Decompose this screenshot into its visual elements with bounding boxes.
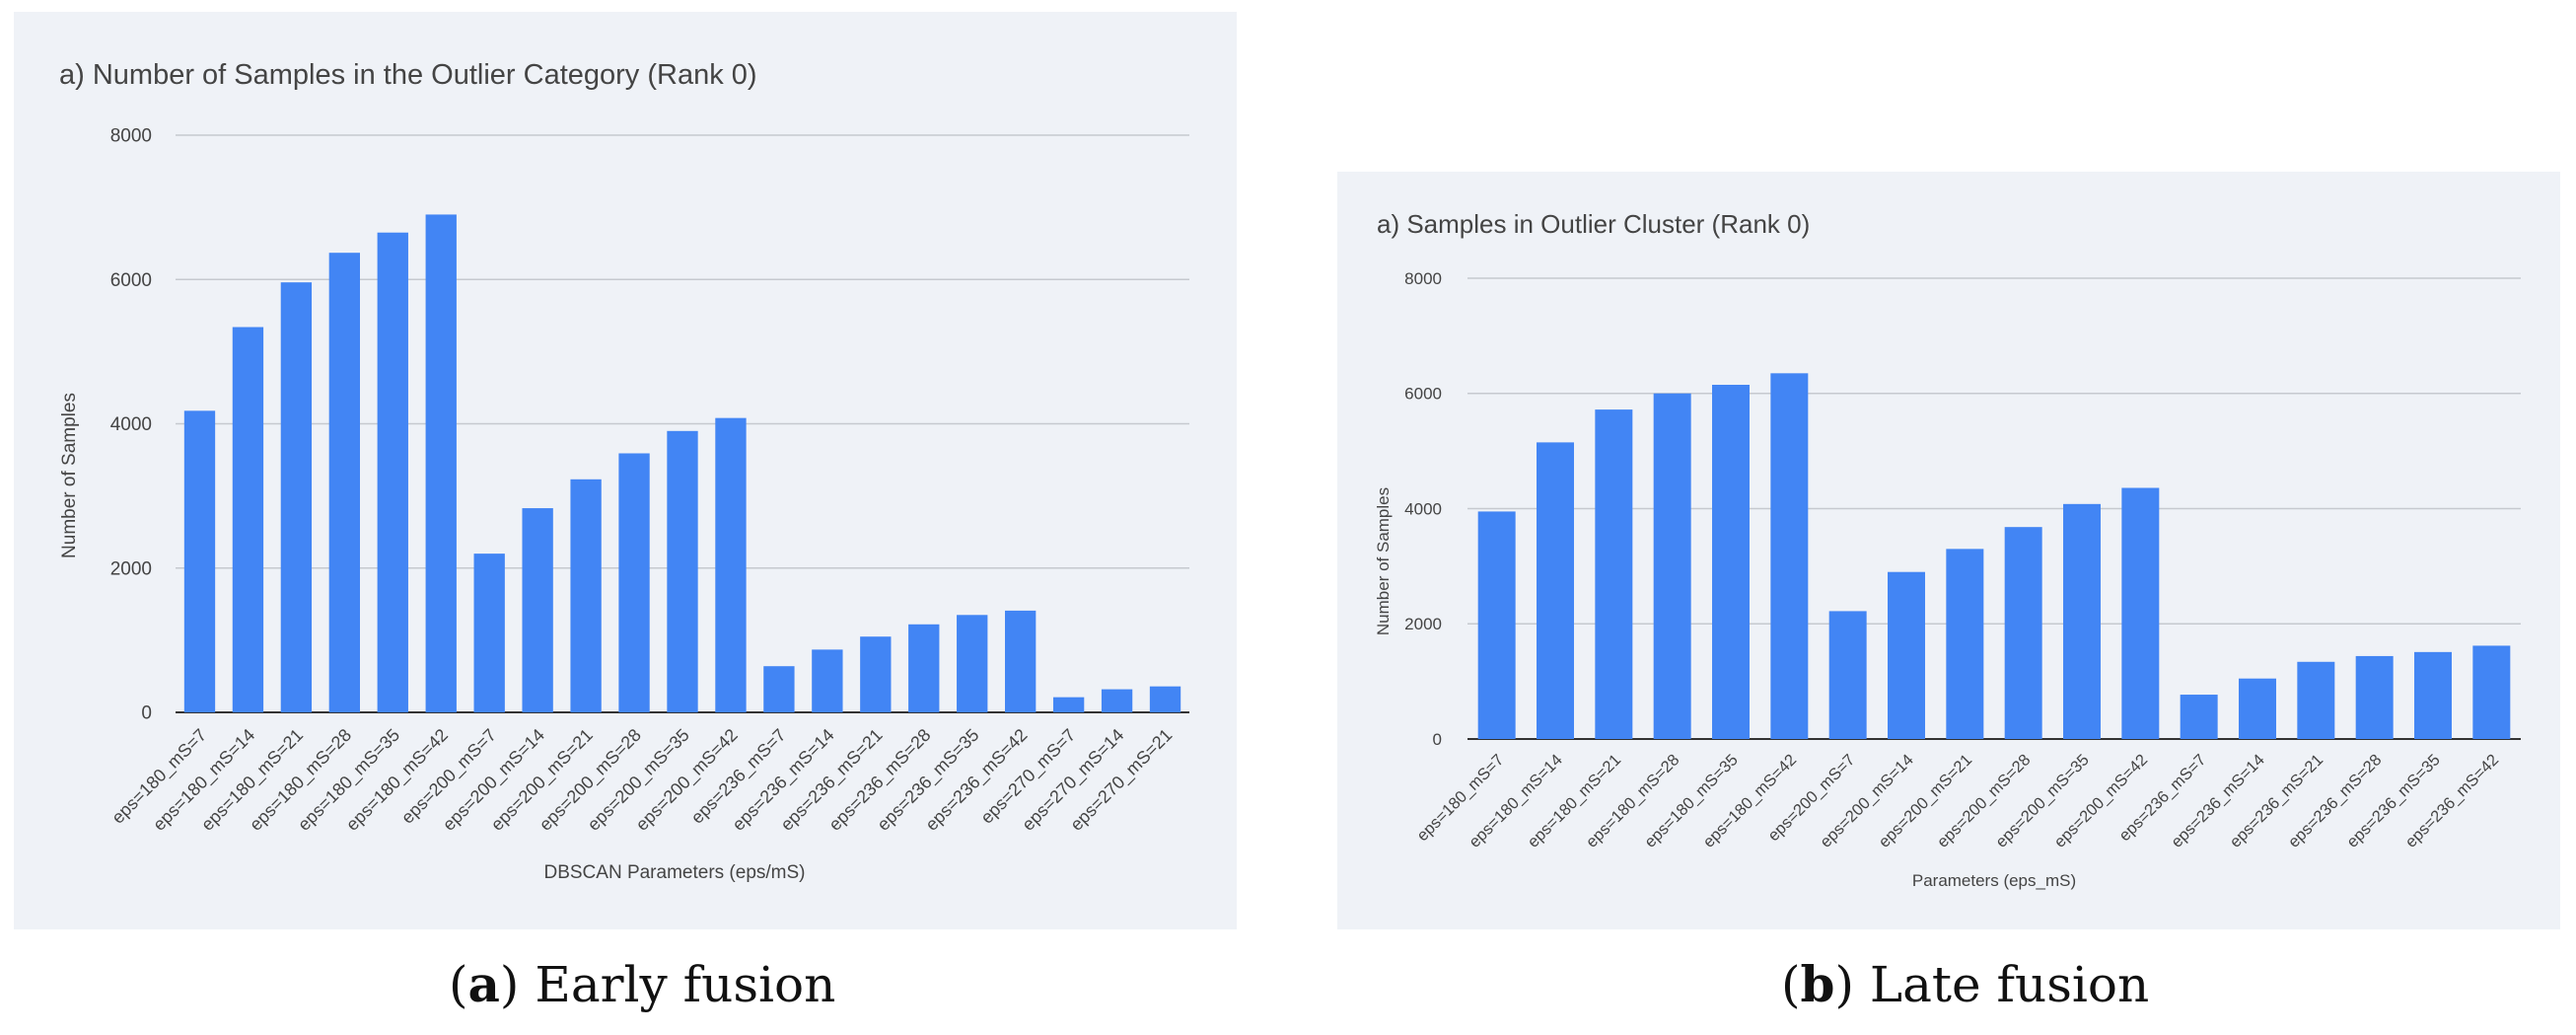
bar-eps=236_mS=21 (860, 636, 892, 712)
bar-eps=180_mS=14 (232, 327, 264, 712)
bar-eps=180_mS=35 (1712, 384, 1750, 739)
bar-eps=200_mS=7 (1828, 611, 1867, 739)
bar-chart-early-fusion: 02000400060008000eps=180_mS=7eps=180_mS=… (59, 126, 1189, 883)
bar-eps=180_mS=42 (1770, 373, 1809, 739)
y-tick-label: 6000 (1404, 385, 1442, 404)
bar-eps=180_mS=7 (183, 410, 216, 712)
bar-eps=200_mS=35 (2063, 503, 2101, 739)
bar-eps=180_mS=42 (425, 214, 457, 712)
y-tick-label: 4000 (110, 414, 152, 435)
y-tick-label: 2000 (1404, 615, 1442, 633)
bar-eps=236_mS=35 (2414, 651, 2452, 739)
bar-eps=200_mS=21 (1946, 549, 1984, 739)
bar-eps=200_mS=14 (1888, 571, 1925, 739)
y-tick-label: 2000 (110, 558, 152, 579)
y-axis-title: Number of Samples (1374, 487, 1393, 635)
bar-eps=236_mS=7 (763, 666, 795, 712)
y-tick-label: 0 (141, 703, 152, 724)
bar-eps=236_mS=28 (908, 624, 940, 712)
bar-eps=180_mS=28 (1653, 393, 1691, 739)
y-tick-label: 0 (1433, 730, 1442, 749)
bar-eps=236_mS=14 (2239, 678, 2276, 739)
bar-eps=200_mS=21 (570, 479, 602, 712)
y-tick-label: 8000 (110, 126, 152, 147)
caption-letter: a (467, 955, 500, 1013)
caption-late-fusion: (b) Late fusion (1781, 955, 2150, 1013)
bar-eps=200_mS=35 (667, 430, 698, 712)
x-axis-title: Parameters (eps_mS) (1912, 871, 2076, 890)
caption-text: Early fusion (535, 956, 836, 1013)
bar-eps=236_mS=7 (2180, 695, 2218, 739)
bar-eps=200_mS=7 (473, 554, 505, 712)
bar-eps=236_mS=35 (957, 615, 988, 712)
bar-eps=180_mS=14 (1537, 442, 1574, 739)
bar-eps=180_mS=35 (377, 232, 408, 712)
y-tick-label: 4000 (1404, 499, 1442, 518)
caption-early-fusion: (a) Early fusion (449, 955, 836, 1013)
y-axis-title: Number of Samples (59, 393, 80, 558)
bar-eps=200_mS=14 (522, 508, 553, 712)
bar-eps=270_mS=21 (1149, 686, 1181, 712)
bar-eps=270_mS=7 (1052, 697, 1085, 712)
bar-eps=236_mS=28 (2355, 655, 2394, 739)
bar-eps=180_mS=21 (1595, 409, 1633, 739)
bar-chart-late-fusion: 02000400060008000eps=180_mS=7eps=180_mS=… (1374, 269, 2521, 890)
chart-title: a) Samples in Outlier Cluster (Rank 0) (1377, 209, 1811, 239)
bar-eps=180_mS=28 (328, 253, 360, 712)
bar-eps=200_mS=42 (715, 417, 747, 712)
bar-eps=200_mS=42 (2121, 487, 2160, 739)
x-axis-title: DBSCAN Parameters (eps/mS) (543, 862, 805, 883)
bar-eps=180_mS=21 (280, 282, 313, 712)
bar-eps=200_mS=28 (618, 453, 650, 712)
bar-eps=180_mS=7 (1477, 511, 1516, 739)
y-tick-label: 6000 (110, 270, 152, 291)
bar-eps=236_mS=42 (2472, 645, 2511, 739)
chart-title: a) Number of Samples in the Outlier Cate… (59, 59, 757, 91)
bar-eps=200_mS=28 (2004, 527, 2042, 739)
bar-eps=236_mS=42 (1005, 610, 1037, 712)
bar-eps=236_mS=14 (812, 649, 843, 712)
y-tick-label: 8000 (1404, 269, 1442, 288)
bar-eps=236_mS=21 (2297, 661, 2335, 739)
chart-panel-late-fusion: a) Samples in Outlier Cluster (Rank 0) 0… (1337, 172, 2560, 929)
caption-text: Late fusion (1869, 956, 2150, 1013)
bar-eps=270_mS=14 (1101, 689, 1133, 712)
chart-panel-early-fusion: a) Number of Samples in the Outlier Cate… (14, 12, 1237, 929)
caption-letter: b (1800, 955, 1835, 1013)
